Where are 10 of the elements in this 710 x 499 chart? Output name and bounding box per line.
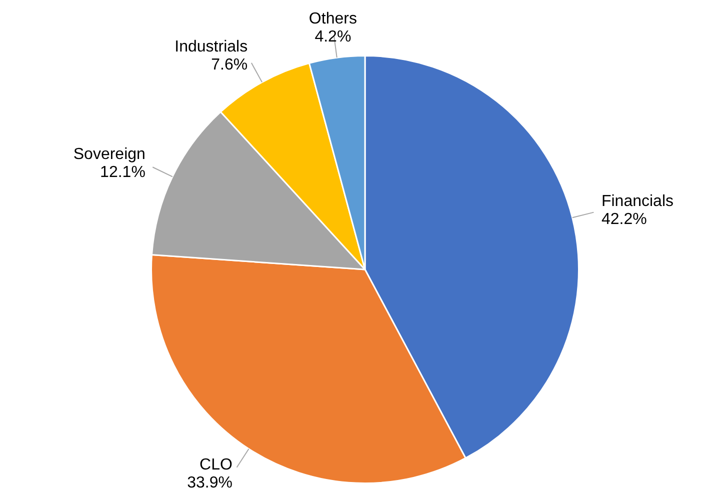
slice-label: CLO [200, 456, 232, 474]
data-label: 7.6% [211, 56, 248, 74]
slice-label: Sovereign [73, 146, 146, 164]
slice-label: Financials [601, 192, 674, 210]
slice-label: Others [308, 10, 357, 28]
data-label: 42.2% [601, 210, 647, 228]
data-label: 12.1% [100, 164, 146, 182]
data-label: 4.2% [314, 28, 352, 46]
data-label: 33.9% [187, 474, 232, 492]
slice-label: Industrials [174, 38, 248, 56]
